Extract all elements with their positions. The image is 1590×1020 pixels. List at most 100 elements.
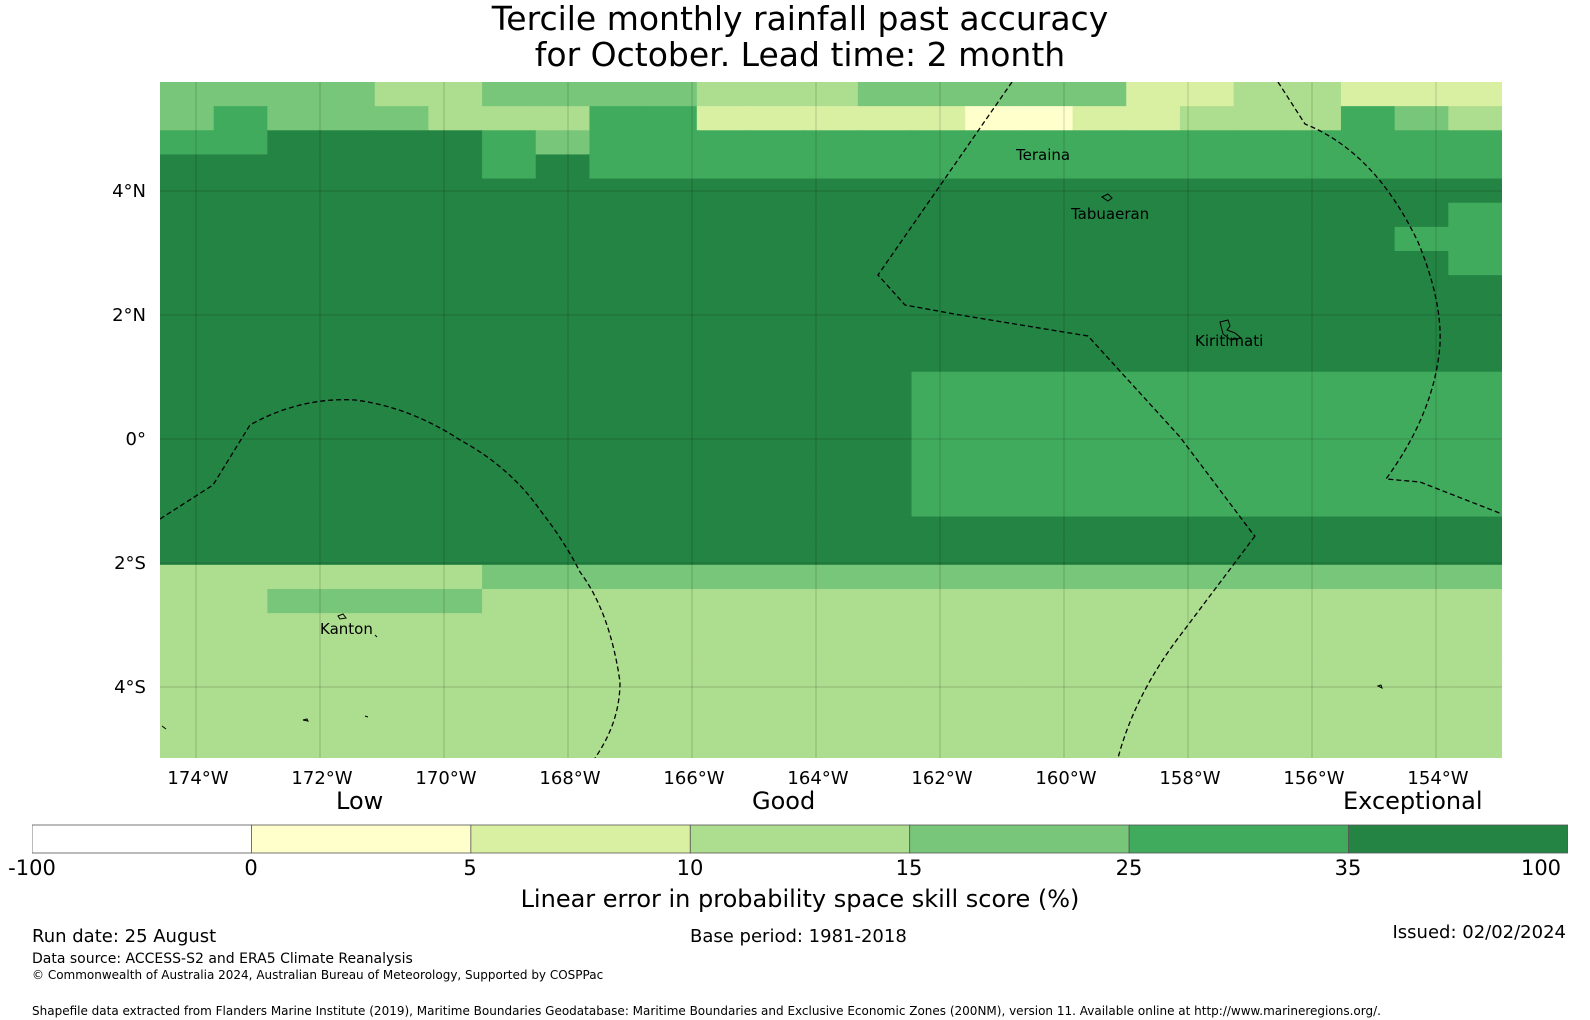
map-cell [857,154,913,180]
map-cell [589,154,644,180]
map-cell [857,492,913,518]
map-cell [374,395,429,421]
map-cell [1340,251,1396,276]
map-cell [428,154,483,180]
map-cell [965,685,1020,711]
map-cell [321,82,376,107]
x-tick-label: 166°W [663,768,725,789]
map-cell [804,154,859,180]
map-cell [160,613,215,638]
map-cell [160,420,215,445]
map-cell [911,299,966,325]
map-cell [1126,323,1181,349]
map-cell [750,347,805,373]
map-cell [857,709,913,735]
map-cell [535,709,591,735]
map-cell [1179,154,1235,180]
map-cell [1287,540,1342,566]
map-cell [750,637,805,663]
map-cell [1448,444,1502,469]
map-cell [911,564,966,590]
map-cell [1018,347,1074,373]
map-cell [1072,733,1127,758]
x-tick-label: 168°W [539,768,601,789]
x-tick-label: 162°W [911,768,973,789]
map-cell [1287,395,1342,421]
malden-island [1376,684,1383,689]
map-cell [1448,347,1502,373]
map-cell [321,492,376,518]
map-cell [804,202,859,228]
map-cell [213,637,268,663]
map-cell [321,709,376,735]
map-cell [965,347,1020,373]
map-cell [374,637,429,663]
rainfall-accuracy-map [160,82,1502,758]
map-cell [1179,299,1235,325]
map-cell [267,395,322,421]
map-cell [696,82,752,107]
map-cell [1179,106,1235,131]
map-cell [1233,540,1288,566]
map-cell [643,395,698,421]
map-cell [965,540,1020,566]
map-cell [696,589,752,614]
map-cell [1179,347,1235,373]
map-cell [965,371,1020,397]
map-cell [160,540,215,566]
map-cell [160,564,215,590]
map-cell [374,323,429,349]
map-cell [696,444,752,469]
map-cell [911,178,966,204]
map-cell [696,323,752,349]
tabuaeran-island [1101,193,1113,202]
map-cell [589,733,644,758]
map-cell [535,299,591,325]
map-cell [804,323,859,349]
map-cell [589,444,644,469]
map-cell [374,540,429,566]
map-cell [1340,275,1396,300]
map-cell [857,178,913,204]
map-cell [213,444,268,469]
map-cell [1072,371,1127,397]
map-cell [321,323,376,349]
map-cell [804,733,859,758]
map-cell [1179,371,1235,397]
map-cell [1126,106,1181,131]
map-cell [482,709,537,735]
map-cell [804,299,859,325]
map-cell [1394,540,1449,566]
map-cell [643,347,698,373]
map-cell [696,661,752,687]
map-cell [321,516,376,542]
colorbar-tick-label: 35 [1334,856,1362,880]
map-cell [482,564,537,590]
kanton-island [337,613,347,620]
map-cell [804,540,859,566]
map-cell [911,226,966,252]
map-cell [482,468,537,494]
map-cell [1126,468,1181,494]
map-cell [857,516,913,542]
map-cell [321,275,376,300]
map-cell [857,251,913,276]
colorbar-segment [1128,824,1349,854]
map-cell [1072,82,1127,107]
map-cell [589,420,644,445]
map-cell [750,371,805,397]
map-cell [965,420,1020,445]
map-cell [267,106,322,131]
map-cell [1287,613,1342,638]
map-cell [374,589,429,614]
map-cell [965,82,1020,107]
map-cell [160,685,215,711]
map-cell [857,661,913,687]
map-cell [1394,685,1449,711]
map-cell [1340,323,1396,349]
map-cell [750,516,805,542]
map-cell [750,685,805,711]
map-cell [482,154,537,180]
map-cell [804,178,859,204]
colorbar-segment [251,824,472,854]
